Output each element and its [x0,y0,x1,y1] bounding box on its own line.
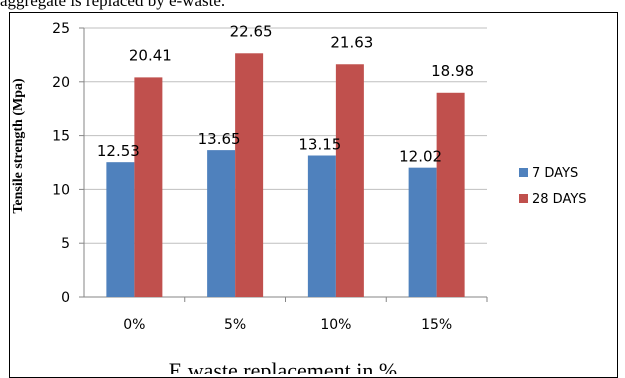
bars [106,53,465,298]
bar-7-days [106,162,135,297]
bar-7-days [207,150,236,297]
bar-28-days [235,53,264,298]
bar-7-days [307,155,336,297]
data-label: 12.53 [97,142,140,160]
bar-7-days [408,167,437,297]
y-tick-label: 10 [52,182,70,198]
data-label: 21.63 [330,33,373,51]
bar-28-days [335,64,364,297]
y-tick-label: 5 [61,236,70,252]
legend-label: 28 DAYS [532,192,587,207]
y-tick-label: 25 [52,21,70,37]
x-tick-label: 10% [320,317,351,333]
x-tick-label: 15% [421,317,452,333]
y-tick-label: 0 [61,290,70,306]
data-labels: 12.53 20.41 13.65 22.65 13.15 21.63 12.02 18.98 [97,22,474,165]
legend: 7 DAYS 28 DAYS [519,166,587,207]
x-tick-label: 0% [123,317,145,333]
y-tick-label: 20 [52,75,70,91]
y-axis-label: Tensile strength (Mpa) [11,78,26,214]
bar-28-days [134,77,163,297]
data-label: 20.41 [129,46,172,64]
x-axis-label: E waste replacement in % [169,358,397,374]
data-label: 13.65 [198,130,241,148]
data-label: 13.15 [298,136,341,154]
x-tick-label: 5% [224,317,246,333]
bar-28-days [436,92,465,297]
legend-label: 7 DAYS [532,166,578,181]
legend-swatch [519,168,528,177]
y-tick-label: 15 [52,129,70,145]
legend-swatch [519,194,528,203]
data-label: 22.65 [230,22,273,40]
data-label: 12.02 [399,148,442,166]
caption-text: aggregate is replaced by e-waste. [0,0,226,10]
data-label: 18.98 [431,62,474,80]
